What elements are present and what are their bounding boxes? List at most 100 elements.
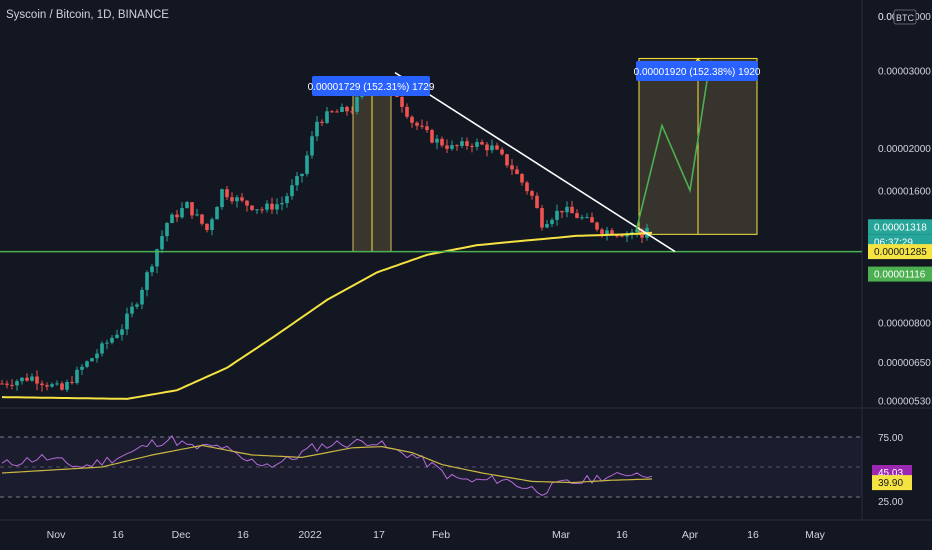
time-tick-label: Mar <box>552 529 571 541</box>
candle-body <box>180 208 184 218</box>
candle-body <box>0 383 4 385</box>
candle-body <box>25 377 29 381</box>
candle-body <box>135 304 139 307</box>
candle-body <box>300 173 304 177</box>
candle-body <box>450 145 454 149</box>
candle-body <box>265 203 269 210</box>
candle-body <box>575 213 579 218</box>
candle-body <box>185 202 189 209</box>
price-tick-label: 0.00002000 <box>878 144 931 155</box>
candle-body <box>535 195 539 209</box>
past-move-label: 0.00001729 (152.31%) 1729 <box>308 82 435 93</box>
candle-body <box>420 125 424 127</box>
candle-body <box>115 334 119 338</box>
candle-body <box>255 209 259 211</box>
unit-label: BTC <box>896 13 915 23</box>
candle-body <box>210 219 214 231</box>
candle-body <box>325 111 329 123</box>
candle-body <box>105 342 109 344</box>
candle-body <box>240 197 244 201</box>
candle-body <box>130 306 134 314</box>
candle-body <box>515 169 519 174</box>
rsi-value-badge: 45.03 <box>878 468 903 479</box>
candle-body <box>175 214 179 218</box>
ma-200-line <box>1 231 653 400</box>
candle-body <box>230 197 234 202</box>
support-price-badge-bg <box>868 266 932 282</box>
candle-body <box>290 185 294 197</box>
candle-body <box>430 130 434 143</box>
candle-body <box>505 154 509 166</box>
candle-body <box>15 381 19 386</box>
candle-body <box>445 145 449 149</box>
time-tick-label: 17 <box>373 529 385 541</box>
rsi-ma-line <box>1 444 653 484</box>
candle-body <box>510 165 514 170</box>
candle-body <box>435 138 439 143</box>
past-move-label-bg <box>312 76 430 96</box>
candle-body <box>570 206 574 214</box>
candle-body <box>90 358 94 362</box>
candle-body <box>245 200 249 206</box>
candle-body <box>65 382 69 390</box>
countdown-badge: 06:37:29 <box>874 237 913 248</box>
rsi-band <box>0 437 862 497</box>
candle-body <box>275 204 279 210</box>
candle-body <box>480 142 484 145</box>
candle-body <box>490 145 494 151</box>
candle-body <box>55 383 59 385</box>
descending-trendline <box>394 71 676 253</box>
price-tick-label: 0.00003000 <box>878 67 931 78</box>
price-tick-label: 0.00001600 <box>878 186 931 197</box>
candle-body <box>455 145 459 147</box>
candle-body <box>295 176 299 186</box>
price-tick-label: 0.00000650 <box>878 358 931 369</box>
last-price-badge: 0.00001318 <box>874 222 927 233</box>
projected-move-label: 0.00001920 (152.38%) 1920 <box>634 67 761 78</box>
candle-body <box>310 136 314 156</box>
candle-body <box>165 223 169 237</box>
candle-body <box>155 249 159 267</box>
candle-body <box>70 382 74 384</box>
candle-body <box>350 111 354 113</box>
candle-body <box>630 232 634 234</box>
candle-body <box>40 383 44 386</box>
projected-path <box>635 61 711 232</box>
candle-body <box>560 210 564 213</box>
candle-body <box>50 384 54 387</box>
candle-body <box>195 214 199 216</box>
candle-body <box>400 96 404 107</box>
time-tick-label: 2022 <box>298 529 322 541</box>
price-tick-label: 0.00000800 <box>878 318 931 329</box>
time-tick-label: Feb <box>432 529 450 541</box>
candle-body <box>565 206 569 213</box>
candle-body <box>160 236 164 250</box>
candle-body <box>95 353 99 359</box>
candle-body <box>250 205 254 210</box>
rsi-ma-value-badge-bg <box>872 475 912 491</box>
price-tick-label: 0.00000530 <box>878 397 931 408</box>
ma-value-badge: 0.00001285 <box>874 247 927 258</box>
candle-body <box>60 383 64 390</box>
time-tick-label: Nov <box>47 529 66 541</box>
time-tick-label: Apr <box>682 529 699 541</box>
candle-body <box>405 106 409 117</box>
candle-body <box>320 121 324 123</box>
candle-body <box>190 202 194 216</box>
candle-body <box>495 145 499 150</box>
candle-body <box>530 191 534 196</box>
candle-body <box>30 376 34 381</box>
candle-body <box>525 182 529 192</box>
candle-body <box>225 189 229 198</box>
candle-body <box>315 121 319 137</box>
candle-body <box>635 229 639 233</box>
candle-body <box>200 214 204 224</box>
candle-body <box>615 235 619 237</box>
candle-body <box>235 197 239 202</box>
price-scale-top-label: 0.0 <box>878 12 892 23</box>
projected-move-label-bg <box>636 61 758 81</box>
candle-body <box>340 106 344 112</box>
time-tick-label: 16 <box>112 529 124 541</box>
candle-body <box>280 203 284 205</box>
